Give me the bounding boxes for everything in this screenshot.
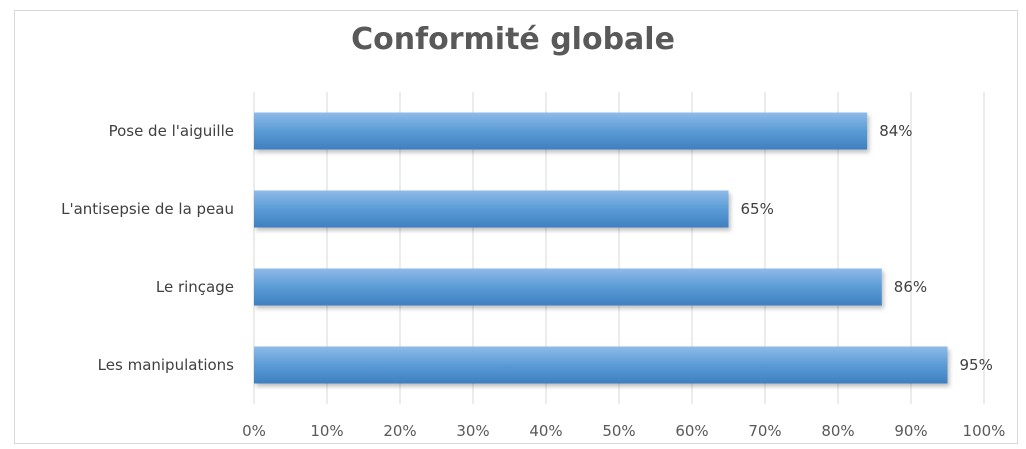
data-label: 65% [741,200,774,218]
x-tick-label: 0% [242,422,266,440]
category-label: L'antisepsie de la peau [61,200,234,218]
data-label: 95% [960,356,993,374]
bars [254,112,948,384]
x-axis-ticks: 0% 10% 20% 30% 40% 50% 60% 70% 80% 90% 100% [242,422,1005,440]
x-tick-label: 20% [383,422,416,440]
x-tick-label: 50% [602,422,635,440]
x-tick-label: 30% [456,422,489,440]
x-tick-label: 100% [963,422,1006,440]
category-label: Les manipulations [98,356,235,374]
category-label: Le rinçage [156,278,234,296]
x-tick-label: 90% [894,422,927,440]
bar [254,112,868,150]
x-tick-label: 80% [821,422,854,440]
category-labels: Pose de l'aiguille L'antisepsie de la pea… [61,122,234,374]
x-tick-label: 70% [748,422,781,440]
bar [254,190,729,228]
data-labels: 84% 65% 86% 95% [741,122,993,374]
category-label: Pose de l'aiguille [109,122,234,140]
bar [254,268,882,306]
data-label: 84% [879,122,912,140]
chart-title: Conformité globale [351,22,675,57]
x-tick-label: 10% [310,422,343,440]
x-tick-label: 60% [675,422,708,440]
x-tick-label: 40% [529,422,562,440]
bar [254,346,948,384]
data-label: 86% [894,278,927,296]
